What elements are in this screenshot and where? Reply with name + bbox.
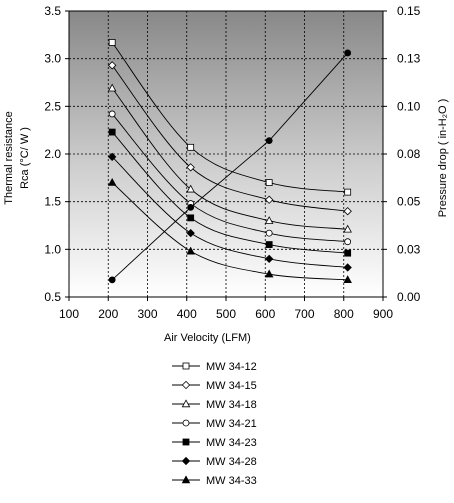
- legend-label: MW 34-28: [206, 456, 257, 468]
- data-point: [344, 238, 352, 246]
- y-tick-label: 1.5: [44, 195, 61, 209]
- data-point: [343, 263, 352, 272]
- x-tick-label: 200: [98, 307, 118, 321]
- y2-tick-label: 0.03: [397, 242, 421, 256]
- data-point: [107, 83, 117, 92]
- series-markers: [107, 39, 352, 284]
- series-line: [111, 156, 348, 268]
- x-axis-title: Air Velocity (LFM): [164, 332, 251, 344]
- legend-label: MW 34-12: [206, 361, 257, 373]
- data-point: [108, 39, 116, 46]
- series-line: [111, 182, 348, 281]
- y2-tick-label: 0.15: [397, 4, 421, 18]
- data-point: [186, 163, 195, 172]
- legend-marker: [181, 475, 191, 484]
- y-tick-label: 1.0: [44, 242, 61, 256]
- pressure-point: [344, 49, 352, 57]
- data-point: [265, 229, 273, 237]
- data-point: [265, 195, 274, 204]
- data-point: [343, 224, 352, 233]
- pressure-point: [265, 137, 273, 145]
- y-tick-label: 3.5: [44, 4, 61, 18]
- legend-label: MW 34-33: [206, 475, 257, 487]
- data-point: [264, 269, 274, 278]
- data-point: [108, 128, 116, 136]
- x-tick-label: 800: [334, 307, 354, 321]
- legend-label: MW 34-23: [206, 437, 257, 449]
- y2-tick-label: 0.00: [397, 290, 421, 304]
- x-tick-label: 600: [255, 307, 275, 321]
- y2-tick-label: 0.13: [397, 52, 421, 66]
- series-lines: [111, 42, 349, 281]
- legend-marker: [182, 438, 190, 446]
- legend-label: MW 34-21: [206, 418, 257, 430]
- series-line: [111, 131, 348, 254]
- x-tick-label: 400: [177, 307, 197, 321]
- legend-marker: [181, 456, 191, 466]
- y-axis-ticks: 0.5 1.0 1.5 2.0 2.5 3.0 3.5: [44, 4, 69, 304]
- legend: MW 34-12 MW 34-15 MW 34-18 MW 34-21 MW 34-23…: [172, 361, 257, 487]
- x-tick-label: 700: [294, 307, 314, 321]
- legend-marker: [181, 380, 191, 390]
- grid: [69, 11, 383, 297]
- legend-marker: [181, 399, 191, 408]
- data-point: [187, 143, 195, 151]
- data-point: [186, 228, 195, 238]
- y2-axis-title: Pressure drop ( in-H₂O ): [437, 99, 449, 218]
- series-line: [111, 87, 348, 230]
- data-point: [344, 249, 352, 257]
- x-tick-label: 300: [137, 307, 157, 321]
- pressure-point: [108, 276, 116, 284]
- series-line: [111, 42, 348, 193]
- y2-tick-label: 0.10: [397, 99, 421, 113]
- series-line: [111, 113, 348, 243]
- legend-marker: [182, 362, 190, 370]
- legend-marker: [182, 419, 190, 427]
- x-tick-label: 100: [59, 307, 79, 321]
- x-tick-label: 900: [373, 307, 393, 321]
- y-axis-title-line2: Rca (°C/ W ): [19, 127, 31, 189]
- legend-label: MW 34-18: [206, 399, 257, 411]
- pressure-line: [111, 52, 349, 281]
- data-point: [108, 110, 116, 118]
- legend-label: MW 34-15: [206, 380, 257, 392]
- data-point: [343, 207, 352, 216]
- data-point: [265, 254, 274, 264]
- y-tick-label: 0.5: [44, 290, 61, 304]
- y-tick-label: 3.0: [44, 52, 61, 66]
- y-axis-title-line1: Thermal resistance: [3, 111, 15, 205]
- data-point: [264, 216, 274, 224]
- pressure-point: [187, 203, 195, 211]
- data-point: [187, 214, 195, 222]
- x-axis-ticks: 100 200 300 400 500 600 700 800 900: [59, 297, 393, 321]
- data-point: [186, 184, 195, 193]
- data-point: [265, 179, 273, 187]
- y-tick-label: 2.5: [44, 99, 61, 113]
- y-tick-label: 2.0: [44, 147, 61, 161]
- data-point: [108, 152, 117, 162]
- data-point: [108, 61, 117, 70]
- y2-tick-label: 0.08: [397, 147, 421, 161]
- data-point: [343, 275, 352, 284]
- data-point: [186, 246, 195, 255]
- data-point: [344, 188, 352, 196]
- x-tick-label: 500: [216, 307, 236, 321]
- data-point: [265, 241, 273, 248]
- data-point: [107, 177, 117, 186]
- y2-tick-label: 0.05: [397, 195, 421, 209]
- y2-axis-ticks: 0.00 0.03 0.05 0.08 0.10 0.13 0.15: [383, 4, 421, 304]
